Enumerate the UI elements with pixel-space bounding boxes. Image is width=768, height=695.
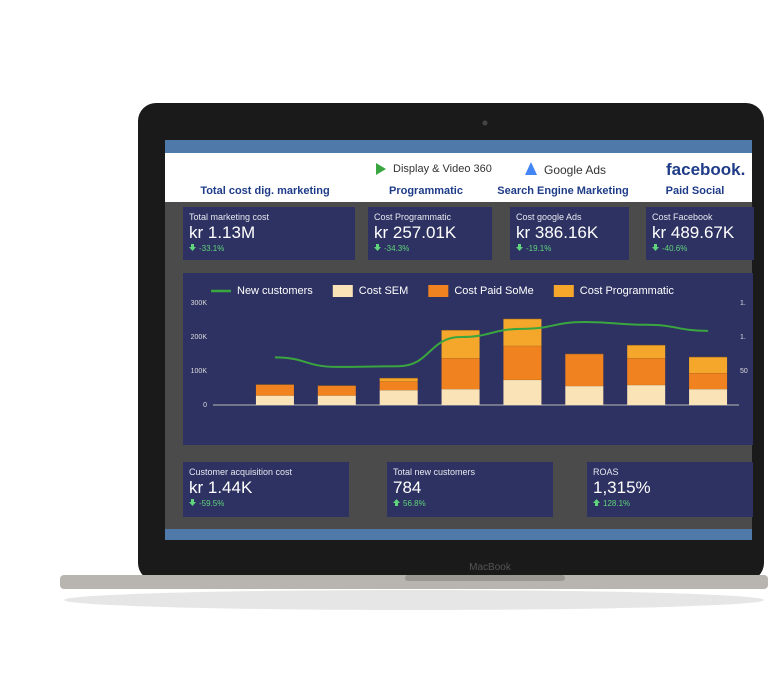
logo-text: Display & Video 360	[393, 163, 492, 175]
kpi-label: Cost google Ads	[516, 212, 582, 222]
change-arrow	[393, 499, 400, 506]
change-arrow	[189, 244, 196, 251]
bar-segment	[627, 358, 666, 385]
legend-label: Cost Programmatic	[580, 285, 675, 297]
bar-segment	[379, 390, 418, 405]
kpi-change-text: 56.8%	[403, 499, 426, 508]
kpi-value: 1,315%	[593, 478, 651, 497]
y2-tick-label: 1.	[740, 334, 746, 341]
kpi-card: Customer acquisition cost kr 1.44K -59.5%	[183, 462, 349, 517]
legend-swatch	[332, 285, 353, 297]
kpi-change: -59.5%	[189, 499, 343, 508]
bar-segment	[689, 389, 728, 405]
bar-segment	[689, 357, 728, 374]
kpi-label: Total marketing cost	[189, 212, 270, 222]
kpi-change-text: -33.1%	[199, 244, 225, 253]
bar-segment	[379, 381, 418, 391]
change-arrow	[516, 244, 523, 251]
kpi-change-text: -40.6%	[662, 244, 688, 253]
y-tick-label: 100K	[191, 368, 208, 375]
kpi-card: Cost Programmatic kr 257.01K -34.3%	[368, 207, 492, 260]
kpi-label: Customer acquisition cost	[189, 467, 293, 477]
kpi-label: Cost Facebook	[652, 212, 713, 222]
change-arrow	[374, 244, 381, 251]
kpi-card: Total new customers 784 56.8%	[387, 462, 553, 517]
kpi-change: -40.6%	[652, 244, 748, 253]
bar-segment	[379, 378, 418, 382]
legend-swatch	[553, 285, 574, 297]
bar-segment	[627, 345, 666, 359]
kpi-value: kr 1.13M	[189, 223, 256, 242]
change-arrow	[593, 499, 600, 506]
kpi-change: 128.1%	[593, 499, 747, 508]
kpi-card: Cost Facebook kr 489.67K -40.6%	[646, 207, 754, 260]
chart: 0 100K 200K 300K 50 1. 1. New customers Cost SEM…	[183, 273, 753, 445]
line-series	[274, 321, 709, 368]
kpi-change: -34.3%	[374, 244, 486, 253]
column-title: Paid Social	[665, 185, 725, 197]
y-tick-label: 300K	[191, 300, 208, 307]
base	[60, 575, 768, 589]
kpi-card: Cost google Ads kr 386.16K -19.1%	[510, 207, 629, 260]
kpi-value: kr 489.67K	[652, 223, 735, 242]
notch	[405, 575, 565, 581]
logo-text: Google Ads	[544, 163, 607, 177]
kpi-change: -33.1%	[189, 244, 349, 253]
y2-tick-label: 1.	[740, 300, 746, 307]
bar-segment	[565, 385, 604, 405]
kpi-change-text: -34.3%	[384, 244, 410, 253]
bar-segment	[503, 318, 542, 346]
shadow	[64, 590, 764, 610]
kpi-value: 784	[393, 478, 422, 497]
bar-segment	[689, 373, 728, 390]
dv360-icon	[376, 163, 386, 175]
column-title: Search Engine Marketing	[497, 185, 629, 197]
bar-segment	[441, 330, 480, 359]
camera	[482, 120, 488, 126]
bar-segment	[255, 395, 294, 405]
y2-tick-label: 50	[740, 368, 748, 375]
legend-label: Cost Paid SoMe	[454, 285, 533, 297]
kpi-value: kr 386.16K	[516, 223, 599, 242]
kpi-change: -19.1%	[516, 244, 623, 253]
kpi-change-text: -59.5%	[199, 499, 225, 508]
column-title: Total cost dig. marketing	[200, 185, 330, 197]
bar-segment	[441, 358, 480, 390]
kpi-value: kr 1.44K	[189, 478, 253, 497]
bar-segment	[317, 385, 356, 396]
kpi-change-text: 128.1%	[603, 499, 631, 508]
kpi-card: ROAS 1,315% 128.1%	[587, 462, 753, 517]
column-title: Programmatic	[389, 185, 463, 197]
bottom-band	[165, 529, 752, 540]
kpi-value: kr 257.01K	[374, 223, 457, 242]
bar-segment	[503, 379, 542, 405]
kpi-label: ROAS	[593, 467, 619, 477]
bar-segment	[255, 384, 294, 396]
legend-swatch	[428, 285, 449, 297]
change-arrow	[189, 499, 196, 506]
bar-segment	[503, 345, 542, 380]
kpi-label: Cost Programmatic	[374, 212, 452, 222]
header-band	[165, 153, 752, 202]
legend-label: New customers	[237, 285, 313, 297]
change-arrow	[652, 244, 659, 251]
top-band	[165, 140, 752, 153]
logo-text: facebook.	[666, 160, 746, 179]
device-label: MacBook	[469, 562, 512, 573]
google-ads-icon	[525, 162, 537, 175]
kpi-label: Total new customers	[393, 467, 476, 477]
bar-segment	[441, 389, 480, 405]
bar-segment	[565, 354, 604, 386]
kpi-change-text: -19.1%	[526, 244, 552, 253]
legend-label: Cost SEM	[359, 285, 409, 297]
kpi-card: Total marketing cost kr 1.13M -33.1%	[183, 207, 355, 260]
y-tick-label: 200K	[191, 334, 208, 341]
bar-segment	[317, 395, 356, 405]
bar-segment	[627, 384, 666, 405]
y-tick-label: 0	[203, 402, 207, 409]
kpi-change: 56.8%	[393, 499, 547, 508]
